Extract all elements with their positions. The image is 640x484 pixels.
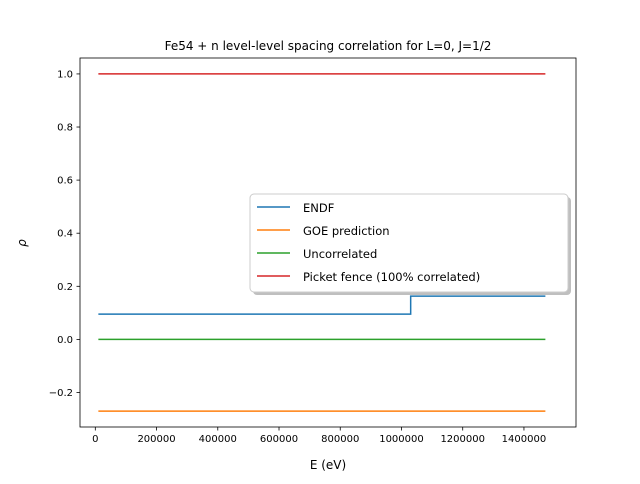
x-tick-label: 1000000: [379, 434, 424, 445]
x-axis-label: E (eV): [310, 458, 346, 472]
x-tick-label: 600000: [260, 434, 298, 445]
series-layer: [98, 73, 546, 412]
legend-box: [249, 193, 569, 293]
legend: ENDF GOE prediction Uncorrelated Picket fen…: [249, 193, 571, 295]
chart-title: Fe54 + n level-level spacing correlation…: [165, 39, 492, 53]
y-tick-label: 0.6: [57, 176, 73, 187]
y-tick-label: 0.8: [57, 123, 73, 134]
legend-label-goe-prediction: GOE prediction: [303, 224, 390, 238]
legend-label-picket-fence-100-correlated: Picket fence (100% correlated): [303, 270, 480, 284]
x-tick-label: 200000: [137, 434, 175, 445]
legend-label-endf: ENDF: [303, 201, 334, 215]
x-axis: 0 200000 400000 600000 800000 1000000 1200000 1…: [92, 427, 546, 445]
x-tick-label: 400000: [199, 434, 237, 445]
y-tick-label: 0.4: [57, 229, 73, 240]
y-axis: −0.2 0.0 0.2 0.4 0.6 0.8 1.0: [49, 69, 80, 399]
y-tick-label: −0.2: [49, 388, 73, 399]
x-tick-label: 0: [92, 434, 98, 445]
series-line-endf: [98, 295, 546, 315]
plot-frame: [79, 57, 577, 428]
y-tick-label: 1.0: [57, 69, 73, 80]
y-tick-label: 0.0: [57, 335, 73, 346]
x-tick-label: 1400000: [502, 434, 547, 445]
legend-label-uncorrelated: Uncorrelated: [303, 247, 377, 261]
x-tick-label: 800000: [321, 434, 359, 445]
y-tick-label: 0.2: [57, 282, 73, 293]
y-axis-label: ρ: [15, 239, 29, 247]
x-tick-label: 1200000: [440, 434, 485, 445]
